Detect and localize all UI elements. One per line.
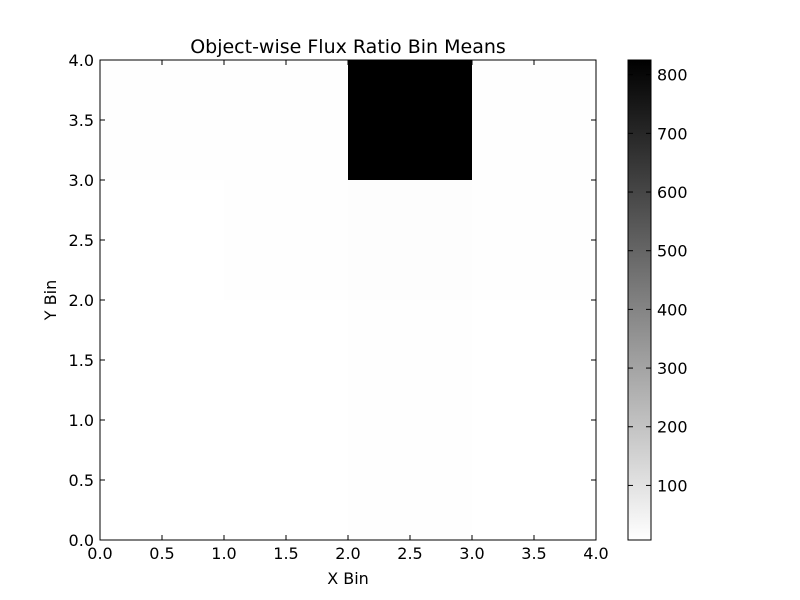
heatmap-cell	[100, 300, 224, 420]
x-tick-label: 1.5	[273, 544, 298, 563]
x-tick-label: 3.5	[521, 544, 546, 563]
heatmap-cell	[348, 300, 472, 420]
y-tick-label: 4.0	[69, 51, 94, 70]
heatmap-cell	[348, 60, 472, 180]
colorbar-tick-label: 200	[657, 418, 688, 437]
y-tick-label: 1.0	[69, 411, 94, 430]
heatmap-cell	[100, 420, 224, 540]
heatmap-cells	[100, 60, 596, 540]
y-tick-label: 0.0	[69, 531, 94, 550]
x-tick-label: 0.5	[149, 544, 174, 563]
y-axis-label: Y Bin	[41, 280, 60, 321]
colorbar-ticks: 100 200 300 400 500 600 700 800	[628, 66, 688, 495]
x-tick-label: 2.0	[335, 544, 360, 563]
chart-title: Object-wise Flux Ratio Bin Means	[190, 36, 506, 58]
colorbar-tick-label: 400	[657, 300, 688, 319]
heatmap-cell	[224, 300, 348, 420]
heatmap-cell	[224, 180, 348, 300]
x-axis-label: X Bin	[327, 569, 369, 588]
heatmap-cell	[472, 180, 596, 300]
x-tick-label: 0.0	[87, 544, 112, 563]
x-tick-label: 1.0	[211, 544, 236, 563]
y-tick-label: 3.0	[69, 171, 94, 190]
colorbar	[627, 59, 652, 541]
y-tick-label: 3.5	[69, 111, 94, 130]
heatmap-cell	[100, 180, 224, 300]
colorbar-tick-label: 300	[657, 359, 688, 378]
colorbar-tick-label: 600	[657, 183, 688, 202]
heatmap-cell	[224, 60, 348, 180]
y-tick-label: 1.5	[69, 351, 94, 370]
heatmap-cell	[472, 420, 596, 540]
x-axis: 0.0 0.5 1.0 1.5 2.0 2.5 3.0 3.5 4.0	[87, 60, 609, 563]
heatmap-cell	[100, 60, 224, 180]
x-tick-label: 4.0	[583, 544, 608, 563]
heatmap-cell	[224, 420, 348, 540]
y-tick-label: 2.5	[69, 231, 94, 250]
x-tick-label: 2.5	[397, 544, 422, 563]
heatmap-cell	[348, 180, 472, 300]
y-axis: 0.0 0.5 1.0 1.5 2.0 2.5 3.0 3.5 4.0	[69, 51, 596, 550]
heatmap-cell	[348, 420, 472, 540]
x-tick-label: 3.0	[459, 544, 484, 563]
heatmap-cell	[472, 300, 596, 420]
y-tick-label: 0.5	[69, 471, 94, 490]
colorbar-tick-label: 100	[657, 476, 688, 495]
colorbar-tick-label: 700	[657, 124, 688, 143]
colorbar-tick-label: 800	[657, 66, 688, 85]
heatmap-cell	[472, 60, 596, 180]
y-tick-label: 2.0	[69, 291, 94, 310]
colorbar-tick-label: 500	[657, 242, 688, 261]
